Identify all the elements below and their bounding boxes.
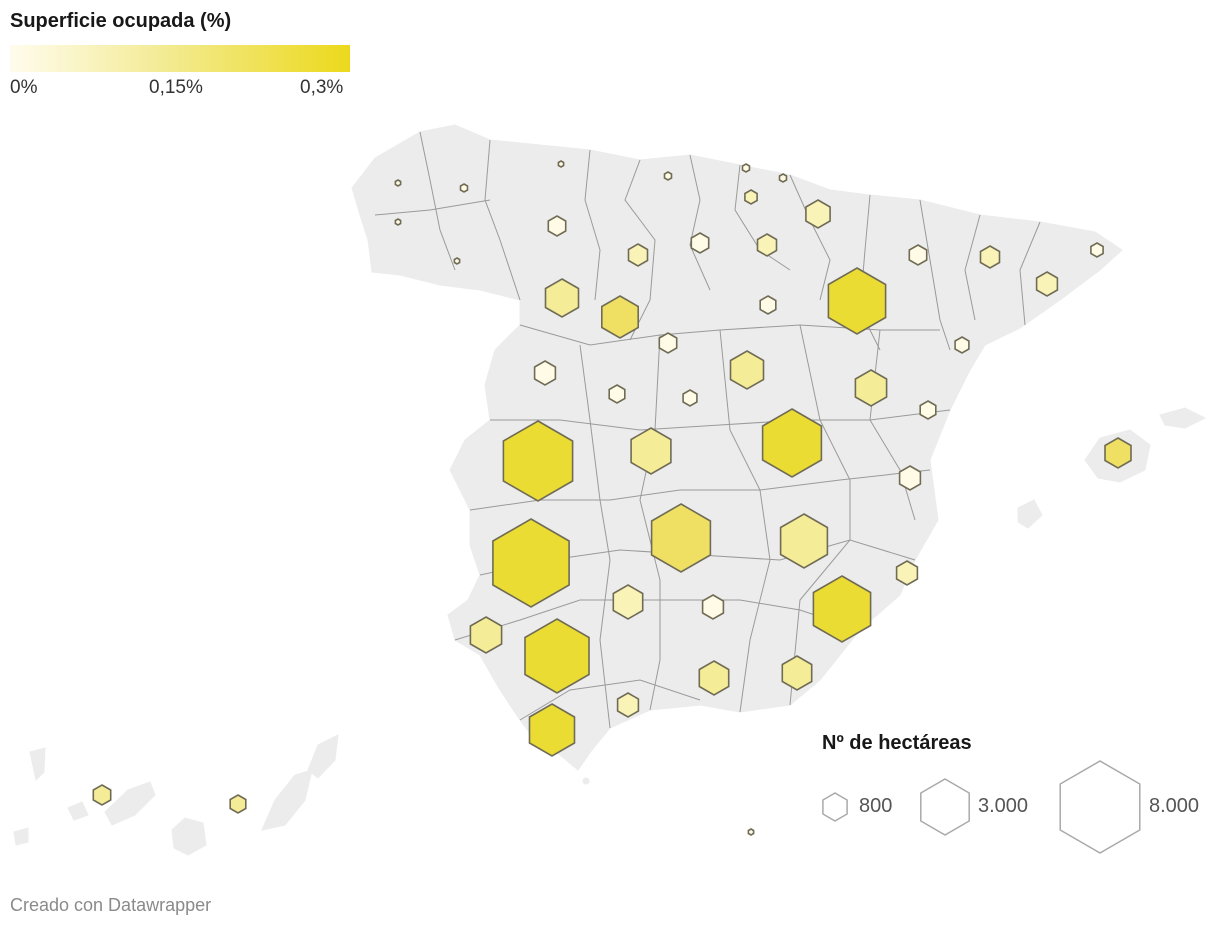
province-borders <box>374 131 1041 729</box>
province-hexagon <box>729 350 765 390</box>
province-hexagon <box>756 233 778 257</box>
fuerteventura <box>261 769 313 831</box>
province-hexagon <box>650 503 712 573</box>
ibiza <box>1017 499 1043 529</box>
province-hexagon <box>1104 437 1132 469</box>
province-hexagon <box>812 575 872 643</box>
province-hexagon <box>533 360 557 386</box>
el-hierro <box>13 827 29 846</box>
province-hexagon <box>492 518 570 608</box>
province-hexagon <box>663 171 673 181</box>
province-hexagon <box>895 560 919 586</box>
lanzarote <box>307 734 339 779</box>
color-legend-gradient <box>10 45 350 72</box>
province-hexagon <box>682 389 698 407</box>
province-hexagon <box>658 332 678 354</box>
size-legend-label-medium: 3.000 <box>978 795 1029 817</box>
province-hexagon <box>229 794 247 814</box>
province-hexagon <box>854 369 888 407</box>
province-hexagon <box>778 173 788 183</box>
province-hexagon <box>759 295 777 315</box>
la-gomera <box>67 801 89 821</box>
province-hexagon <box>761 408 823 478</box>
province-hexagon <box>919 400 937 420</box>
province-hexagon <box>502 420 574 502</box>
size-legend-label-large: 8.000 <box>1149 795 1200 817</box>
province-hexagon <box>616 692 640 718</box>
land-masses <box>13 124 1207 856</box>
province-hexagon <box>698 660 730 696</box>
province-hexagons <box>92 160 1132 836</box>
ceuta <box>582 777 590 785</box>
size-legend-label-small: 800 <box>859 795 893 817</box>
province-hexagon <box>805 199 831 229</box>
province-hexagon <box>908 244 928 266</box>
province-hexagon <box>612 584 644 620</box>
province-hexagon <box>453 257 461 265</box>
province-hexagon <box>1090 242 1104 258</box>
color-legend-tick-max: 0,3% <box>300 77 344 98</box>
province-hexagon <box>459 183 469 193</box>
province-hexagon <box>690 232 710 254</box>
mainland-spain <box>351 124 1123 771</box>
province-hexagon <box>547 215 567 237</box>
province-hexagon <box>1035 271 1059 297</box>
province-hexagon <box>781 655 813 691</box>
province-hexagon <box>701 594 725 620</box>
province-hexagon <box>92 784 112 806</box>
footer-credit: Creado con Datawrapper <box>10 895 212 915</box>
province-hexagon <box>827 267 887 335</box>
province-hexagon <box>557 160 565 168</box>
color-legend-tick-min: 0% <box>10 77 38 98</box>
province-hexagon <box>898 465 922 491</box>
tenerife <box>104 781 156 826</box>
province-hexagon <box>600 295 640 339</box>
size-legend-hexagons <box>822 760 1141 854</box>
province-hexagon <box>979 245 1001 269</box>
province-hexagon <box>528 703 576 757</box>
province-hexagon <box>744 189 758 205</box>
province-hexagon <box>394 179 402 187</box>
la-palma <box>29 747 46 782</box>
menorca <box>1159 407 1207 429</box>
size-legend-hexagon-medium <box>920 778 970 836</box>
size-legend-hexagon-large <box>1059 760 1141 854</box>
province-hexagon <box>608 384 626 404</box>
province-hexagon <box>630 427 672 475</box>
size-legend-hexagon-small <box>822 792 848 822</box>
province-hexagon <box>394 218 402 226</box>
province-hexagon <box>741 163 751 173</box>
province-hexagon <box>544 278 580 318</box>
province-hexagon <box>779 513 829 569</box>
province-hexagon <box>954 336 970 354</box>
province-hexagon <box>747 828 755 836</box>
province-hexagon <box>469 616 503 654</box>
gran-canaria <box>171 817 207 856</box>
size-legend-title: Nº de hectáreas <box>822 732 972 754</box>
color-legend-tick-mid: 0,15% <box>149 77 203 98</box>
color-legend-title: Superficie ocupada (%) <box>10 10 232 32</box>
province-hexagon <box>627 243 649 267</box>
province-hexagon <box>524 618 590 694</box>
